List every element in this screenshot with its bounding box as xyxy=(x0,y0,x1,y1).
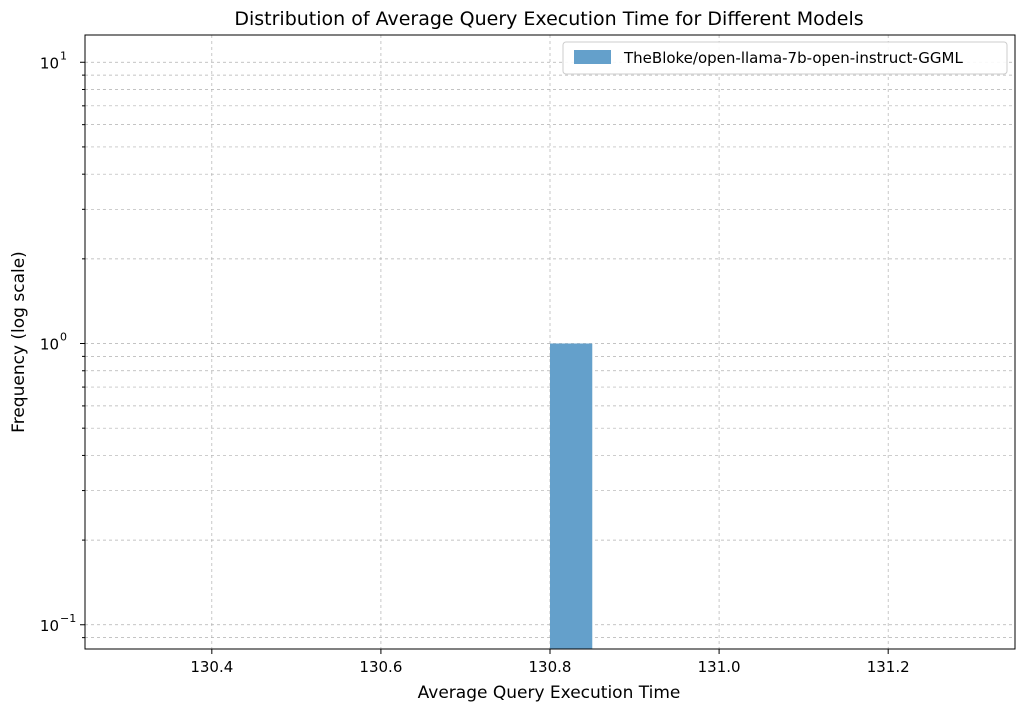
legend-entry: TheBloke/open-llama-7b-open-instruct-GGM… xyxy=(623,49,963,67)
y-tick-exponent: 0 xyxy=(60,331,67,344)
y-axis-label: Frequency (log scale) xyxy=(9,251,29,433)
legend-box xyxy=(562,41,1008,75)
legend: TheBloke/open-llama-7b-open-instruct-GGM… xyxy=(562,41,1008,75)
y-tick-label: 10 xyxy=(40,54,59,72)
x-tick-label: 131.0 xyxy=(698,658,741,676)
y-tick-exponent: −1 xyxy=(60,612,76,625)
legend-swatch xyxy=(574,50,611,64)
x-tick-label: 130.6 xyxy=(359,658,402,676)
x-axis-label: Average Query Execution Time xyxy=(418,683,681,703)
x-tick-label: 130.4 xyxy=(190,658,233,676)
x-tick-label: 131.2 xyxy=(867,658,910,676)
y-tick-exponent: 1 xyxy=(60,49,67,62)
histogram-bar xyxy=(550,343,593,649)
y-tick-label: 10 xyxy=(40,336,59,354)
x-axis-ticks: 130.4 130.6 130.8 131.0 131.2 xyxy=(190,649,910,676)
chart-title: Distribution of Average Query Execution … xyxy=(234,8,863,30)
bars xyxy=(550,343,593,649)
x-tick-label: 130.8 xyxy=(529,658,572,676)
y-tick-label: 10 xyxy=(40,617,59,635)
